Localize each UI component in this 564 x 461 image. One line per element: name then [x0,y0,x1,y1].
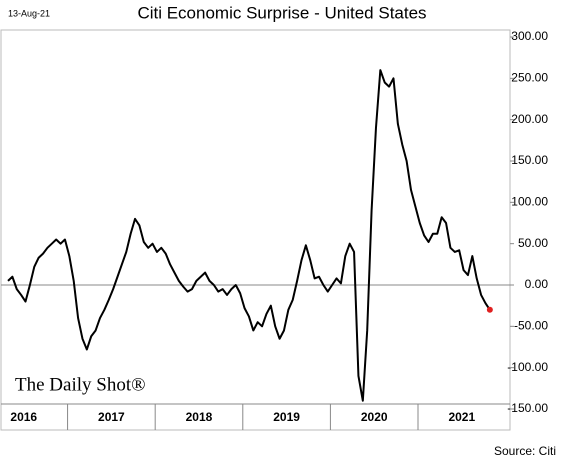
date-label: 13-Aug-21 [8,8,50,18]
x-tick-label: 2019 [273,410,300,424]
plot-frame [0,29,511,431]
y-tick-label: -100.00 [507,360,548,374]
y-tick-label: 300.00 [511,29,548,43]
x-tick-label: 2018 [186,410,213,424]
y-tick-label: 0.00 [525,277,549,291]
y-tick-label: 100.00 [511,195,548,209]
y-tick-label: 150.00 [511,153,548,167]
y-tick-label: -50.00 [514,319,548,333]
y-tick-label: 250.00 [511,71,548,85]
y-tick-label: 50.00 [518,236,548,250]
x-tick-label: 2016 [10,410,37,424]
end-marker [486,306,493,313]
y-tick-label: 200.00 [511,112,548,126]
y-tick-label: -150.00 [507,401,548,415]
source: Source: Citi [494,444,556,458]
series-line [7,69,491,402]
x-tick-label: 2021 [448,410,475,424]
brand: The Daily Shot® [15,374,146,395]
chart-title: Citi Economic Surprise - United States [137,3,426,22]
x-tick-label: 2017 [98,410,125,424]
x-tick-label: 2020 [361,410,388,424]
